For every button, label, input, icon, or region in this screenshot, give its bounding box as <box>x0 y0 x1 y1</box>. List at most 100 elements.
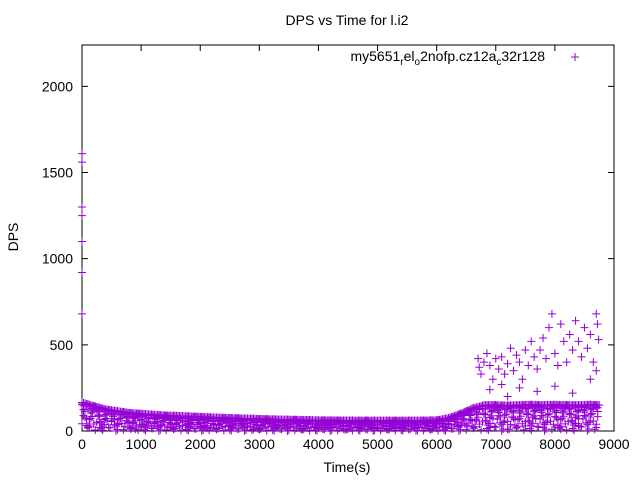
data-point <box>525 424 534 433</box>
data-point <box>592 402 601 411</box>
data-point <box>434 426 443 435</box>
data-point <box>547 309 556 318</box>
data-point <box>533 364 542 373</box>
data-point <box>539 333 548 342</box>
data-point <box>491 354 500 363</box>
data-point <box>553 361 562 370</box>
data-point <box>593 320 602 329</box>
data-point <box>78 237 86 246</box>
data-point <box>509 366 518 375</box>
data-point <box>456 421 465 430</box>
data-point <box>448 424 457 433</box>
data-point <box>550 349 559 358</box>
data-point <box>106 423 115 432</box>
data-point <box>573 407 582 416</box>
data-point <box>134 426 143 435</box>
data-point <box>419 426 428 435</box>
data-point <box>283 426 292 435</box>
data-point <box>512 423 521 432</box>
data-point <box>574 337 583 346</box>
data-point <box>469 424 478 433</box>
data-point <box>592 309 601 318</box>
data-point <box>519 425 528 434</box>
data-point <box>530 352 539 361</box>
data-point <box>326 426 335 435</box>
data-point <box>586 375 595 384</box>
data-point <box>542 418 551 427</box>
data-point <box>531 414 540 423</box>
data-point <box>290 426 299 435</box>
data-point <box>497 380 506 389</box>
data-point <box>78 419 86 428</box>
y-tick-label: 1000 <box>42 251 73 267</box>
y-tick-label: 2000 <box>42 78 73 94</box>
data-point <box>565 330 574 339</box>
data-point <box>154 426 163 435</box>
data-point <box>552 413 561 422</box>
data-point <box>515 409 524 418</box>
data-point <box>114 415 123 424</box>
data-point <box>479 409 488 418</box>
data-point <box>515 358 524 367</box>
data-point <box>462 425 471 434</box>
data-point <box>491 423 500 432</box>
data-point <box>527 337 536 346</box>
data-point <box>474 413 483 422</box>
x-tick-label: 2000 <box>185 436 216 452</box>
data-point <box>86 409 95 418</box>
data-point <box>212 425 221 434</box>
data-point <box>524 416 533 425</box>
data-point <box>141 423 150 432</box>
data-point <box>556 320 565 329</box>
data-point <box>78 202 86 211</box>
data-point <box>79 405 88 414</box>
data-point <box>568 424 577 433</box>
data-point <box>577 423 586 432</box>
y-tick-label: 500 <box>50 337 74 353</box>
data-point <box>542 354 551 363</box>
x-tick-label: 6000 <box>421 436 452 452</box>
data-point <box>391 426 400 435</box>
data-point <box>565 409 574 418</box>
data-point <box>113 420 122 429</box>
data-point <box>594 335 603 344</box>
data-point <box>500 411 509 420</box>
y-tick-label: 1500 <box>42 165 73 181</box>
data-point <box>298 425 307 434</box>
data-point <box>505 425 514 434</box>
y-tick-label: 0 <box>65 423 73 439</box>
data-point <box>592 420 601 429</box>
data-point <box>580 411 589 420</box>
data-point <box>550 407 559 416</box>
legend-marker <box>571 53 579 61</box>
data-point <box>524 361 533 370</box>
data-point <box>88 412 97 421</box>
data-point <box>521 346 530 355</box>
data-point <box>568 389 577 398</box>
data-point <box>550 382 559 391</box>
x-tick-label: 5000 <box>362 436 393 452</box>
data-point <box>562 358 571 367</box>
data-point <box>562 425 571 434</box>
data-point <box>580 323 589 332</box>
data-point <box>466 415 475 424</box>
data-point <box>156 421 165 430</box>
data-point <box>530 406 539 415</box>
data-point <box>119 425 128 434</box>
data-point <box>570 421 579 430</box>
data-point <box>487 407 496 416</box>
data-point <box>490 422 499 431</box>
data-point <box>145 419 154 428</box>
data-point <box>376 426 385 435</box>
data-point <box>503 392 512 401</box>
legend: my5651relo2nofp.cz12ac32r128 <box>350 48 579 68</box>
data-point <box>98 421 107 430</box>
data-point <box>78 268 86 277</box>
data-point <box>494 364 503 373</box>
data-point <box>485 361 494 370</box>
plot-border <box>81 44 615 432</box>
data-point <box>78 158 86 167</box>
data-point <box>219 426 228 435</box>
data-point <box>184 423 193 432</box>
x-tick-label: 7000 <box>480 436 511 452</box>
